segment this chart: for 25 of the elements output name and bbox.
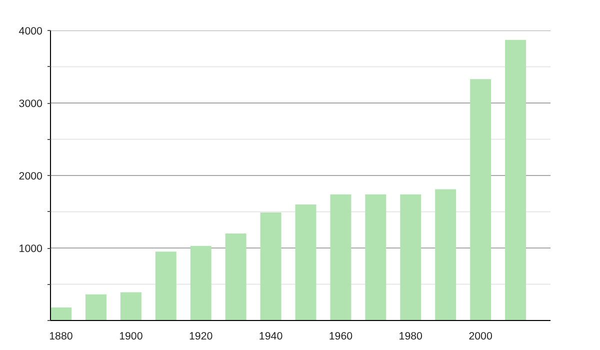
bar <box>365 194 386 320</box>
bar <box>295 204 316 320</box>
x-tick-label: 1960 <box>328 330 353 342</box>
bar <box>190 246 212 320</box>
x-tick-label: 1940 <box>258 330 283 342</box>
y-tick-label: 2000 <box>18 170 43 182</box>
y-tick-label: 1000 <box>18 243 43 255</box>
bar <box>400 194 422 320</box>
y-tick-label: 4000 <box>18 26 43 38</box>
bar <box>470 79 492 320</box>
x-tick-label: 1980 <box>398 330 423 342</box>
x-tick-label: 2000 <box>468 330 492 342</box>
bar <box>505 40 526 320</box>
bar <box>85 294 106 320</box>
bar <box>50 307 72 320</box>
y-tick-label: 3000 <box>18 98 43 110</box>
bar <box>435 189 456 320</box>
x-tick-label: 1880 <box>49 330 73 342</box>
x-tick-label: 1900 <box>119 330 143 342</box>
bar <box>120 292 142 320</box>
x-tick-label: 1920 <box>188 330 213 342</box>
bar <box>225 234 246 320</box>
bar <box>260 212 282 320</box>
bar <box>330 194 352 320</box>
bar <box>155 252 176 320</box>
